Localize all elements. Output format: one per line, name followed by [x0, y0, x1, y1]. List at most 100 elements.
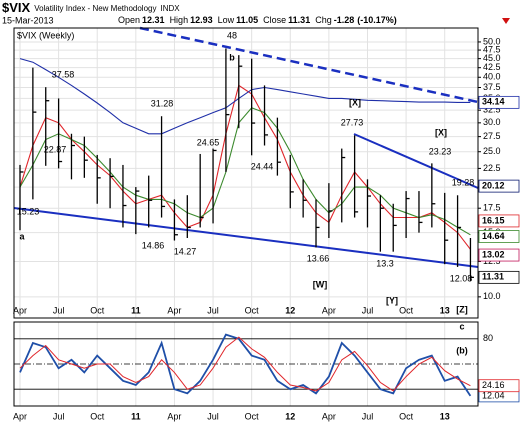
x-tick-label: Oct — [399, 411, 414, 421]
wave-label: b — [229, 52, 235, 62]
x-tick-label: Apr — [167, 411, 181, 421]
index-name: Volatility Index - New Methodology — [34, 4, 156, 13]
quote-value: 11.31 — [288, 15, 310, 25]
last-value-box — [478, 179, 520, 193]
exchange: INDX — [160, 4, 180, 13]
price-label: 14.86 — [142, 240, 165, 250]
wave-label: c — [459, 321, 464, 331]
x-tick-label: Oct — [245, 411, 260, 421]
price-label: 14.27 — [174, 246, 197, 256]
x-tick-label: 12 — [285, 305, 295, 315]
quote-value: 12.93 — [190, 15, 213, 25]
x-tick-label: 11 — [131, 305, 141, 315]
price-label: 27.73 — [341, 117, 364, 127]
x-tick-label: 11 — [131, 411, 141, 421]
quote-label: High — [170, 15, 189, 25]
x-tick-label: Jul — [207, 305, 219, 315]
last-value-box — [478, 230, 520, 243]
x-tick-label: Oct — [90, 305, 105, 315]
price-label: 24.44 — [251, 161, 274, 171]
indicator-value-label: 24.16 — [482, 380, 505, 390]
indicator-panel-border — [13, 321, 479, 407]
trendline — [353, 133, 479, 189]
quote-value: 12.31 — [142, 15, 165, 25]
y-tick-label: 47.5 — [483, 44, 501, 54]
y-tick-label: 50.0 — [483, 36, 501, 46]
legend-label: $VIX (Weekly) — [17, 30, 74, 40]
indicator-value-box — [478, 379, 520, 393]
x-tick-label: Jul — [362, 411, 374, 421]
quote-value: 11.05 — [236, 15, 258, 25]
x-tick-label: Apr — [13, 305, 27, 315]
last-value-label: 20.12 — [482, 180, 505, 190]
wave-label: a — [19, 231, 25, 241]
x-tick-label: 12 — [285, 411, 295, 421]
last-value-label: 16.15 — [482, 215, 505, 225]
x-tick-label: Apr — [167, 305, 181, 315]
last-value-box — [478, 248, 520, 262]
y-tick-label: 30.0 — [483, 117, 501, 127]
quote-label: Chg — [315, 15, 332, 25]
x-tick-label: 13 — [440, 305, 450, 315]
x-tick-label: Jul — [207, 411, 219, 421]
last-value-box — [478, 214, 520, 228]
trendline — [13, 207, 479, 268]
x-tick-label: 13 — [440, 411, 450, 421]
x-tick-label: Apr — [322, 411, 336, 421]
wave-label: [Y] — [386, 295, 398, 305]
y-tick-label: 27.5 — [483, 131, 501, 141]
wave-label: [X] — [435, 127, 447, 137]
down-arrow — [502, 18, 510, 24]
price-label: 13.66 — [307, 253, 330, 263]
x-tick-label: Oct — [399, 305, 414, 315]
wave-label: [X] — [349, 97, 361, 107]
y-tick-label: 42.5 — [483, 62, 501, 72]
wave-label: [W] — [313, 279, 328, 289]
ma-line — [19, 58, 471, 135]
y-tick-label: 37.5 — [483, 82, 501, 92]
indicator-value-label: 12.04 — [482, 390, 505, 400]
header-date: 15-Mar-2013 — [2, 15, 54, 25]
quote-label: Open — [118, 15, 140, 25]
x-tick-label: Oct — [245, 305, 260, 315]
quote-label: Low — [218, 15, 235, 25]
x-tick-label: Apr — [322, 305, 336, 315]
wave-label: [Z] — [456, 304, 468, 314]
header-title: $VIX Volatility Index - New Methodology IN… — [2, 0, 180, 15]
trendline — [139, 26, 479, 104]
price-label: 24.65 — [197, 137, 220, 147]
last-value-box — [478, 95, 520, 109]
price-label: 37.58 — [52, 69, 75, 79]
wave-label: (b) — [456, 345, 468, 355]
plot-area: 10.012.515.017.520.022.525.027.530.032.5… — [13, 26, 520, 421]
main-panel-border — [13, 27, 479, 319]
price-label: 31.28 — [151, 98, 174, 108]
x-tick-label: Oct — [90, 411, 105, 421]
price-label: 48 — [227, 30, 237, 40]
y-tick-label: 10.0 — [483, 291, 501, 301]
y-tick-label: 45.0 — [483, 53, 501, 63]
last-value-label: 34.14 — [482, 97, 505, 107]
last-value-box — [478, 270, 520, 284]
price-label: 23.23 — [429, 146, 452, 156]
x-tick-label: Apr — [13, 411, 27, 421]
quote-value: -1.28 — [334, 15, 355, 25]
price-label: 22.87 — [44, 144, 67, 154]
x-tick-label: Jul — [53, 305, 65, 315]
last-value-label: 14.64 — [482, 231, 505, 241]
change-percent: (-10.17%) — [357, 15, 397, 25]
y-tick-label: 22.5 — [483, 163, 501, 173]
last-value-label: 13.02 — [482, 249, 505, 259]
price-label: 12.08 — [450, 273, 473, 283]
header-quote: Open 12.31 High 12.93 Low 11.05 Close 11.31 Chg -… — [118, 15, 397, 25]
price-label: 19.28 — [452, 177, 475, 187]
indicator-line — [19, 336, 471, 392]
x-tick-label: Jul — [53, 411, 65, 421]
last-value-label: 11.31 — [482, 272, 504, 282]
y-tick-label: 17.5 — [483, 203, 501, 213]
price-label: 15.23 — [17, 206, 40, 216]
y-tick-label: 25.0 — [483, 146, 501, 156]
symbol: $VIX — [2, 0, 31, 15]
